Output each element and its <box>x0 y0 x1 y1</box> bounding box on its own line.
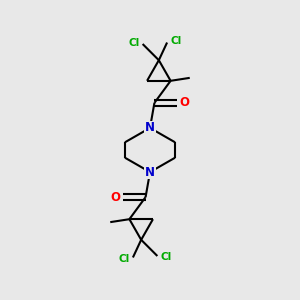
Text: Cl: Cl <box>160 253 172 262</box>
Text: O: O <box>110 190 120 204</box>
Text: N: N <box>145 166 155 178</box>
Text: Cl: Cl <box>128 38 140 47</box>
Text: O: O <box>180 96 190 110</box>
Text: N: N <box>145 122 155 134</box>
Text: Cl: Cl <box>118 254 130 264</box>
Text: Cl: Cl <box>170 36 182 46</box>
